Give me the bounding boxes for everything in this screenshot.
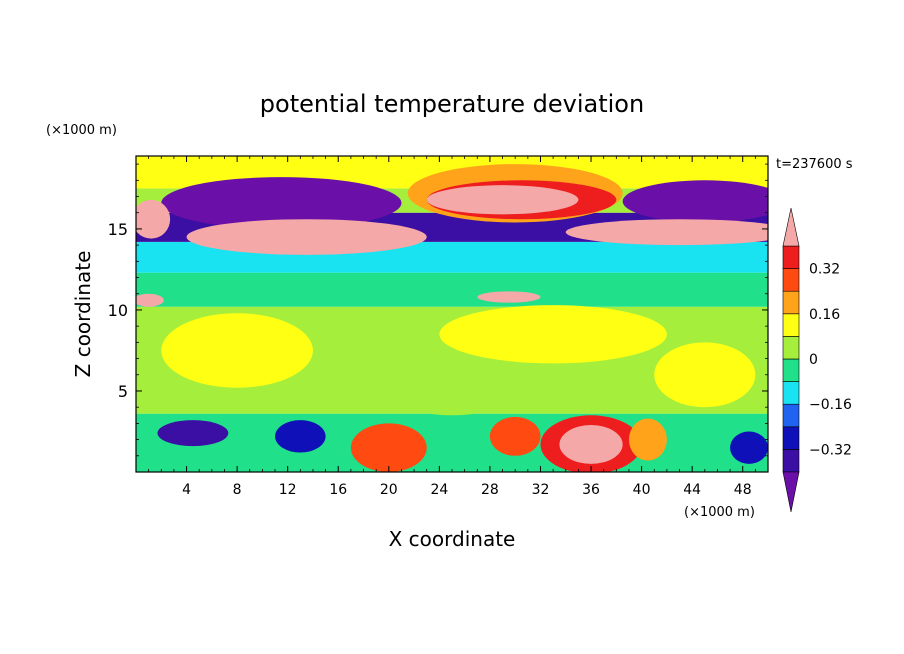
time-label: t=237600 s [776,157,853,172]
chart-title: potential temperature deviation [260,90,644,118]
contour-region [559,425,623,464]
contour-region [439,305,667,364]
colorbar-segment [782,358,800,382]
contour-region [161,177,402,229]
contour-region [136,293,164,307]
contour-plot-area [136,156,768,472]
x-tick-label: 40 [633,482,651,498]
colorbar-segment [782,426,800,450]
colorbar-min-arrow [782,471,800,513]
x-tick-label: 48 [734,482,752,498]
contour-region [628,418,667,461]
colorbar-segment [782,403,800,428]
y-tick-label: 10 [108,301,128,320]
x-tick-label: 4 [182,482,191,498]
colorbar-tick-label: 0.32 [809,262,840,278]
colorbar-tick-label: −0.32 [809,442,852,458]
x-tick-label: 32 [532,482,550,498]
x-tick-label: 36 [582,482,600,498]
x-tick-label: 12 [279,482,297,498]
colorbar-segment [782,290,800,315]
x-tick-label: 44 [683,482,701,498]
colorbar-max-arrow [782,207,800,247]
contour-region [622,180,768,223]
x-tick-label: 24 [430,482,448,498]
x-tick-label: 16 [329,482,347,498]
contour-region [136,199,171,239]
colorbar-segment [782,381,800,405]
contour-region [654,342,756,408]
contour-region [350,423,427,472]
colorbar-tick-label: 0 [809,352,818,368]
contour-region [489,416,541,456]
colorbar: 0.32 0.16 0 −0.16 −0.32 [782,207,852,513]
contour-region [161,313,313,388]
x-tick-label: 28 [481,482,499,498]
x-axis-label: X coordinate [389,527,516,551]
y-unit-label: (×1000 m) [46,123,117,138]
contour-region [426,185,579,215]
y-axis-label: Z coordinate [71,251,95,378]
contour-region [275,420,326,453]
colorbar-segment [782,245,800,269]
colorbar-tick-label: 0.16 [809,307,840,323]
contour-layer [136,272,768,307]
contour-region [730,431,768,464]
y-tick-label: 15 [108,220,128,239]
contour-layer [136,413,768,472]
colorbar-segment [782,313,800,337]
contour-region [565,219,768,246]
contour-region [186,219,427,255]
colorbar-segment [782,449,800,473]
colorbar-segment [782,336,800,360]
colorbar-segment [782,268,800,292]
contour-region [477,291,541,303]
x-tick-label: 8 [233,482,242,498]
contour-region [157,420,229,447]
y-tick-label: 5 [118,382,128,401]
x-tick-label: 20 [380,482,398,498]
colorbar-tick-label: −0.16 [809,397,852,413]
x-unit-label: (×1000 m) [684,505,755,520]
